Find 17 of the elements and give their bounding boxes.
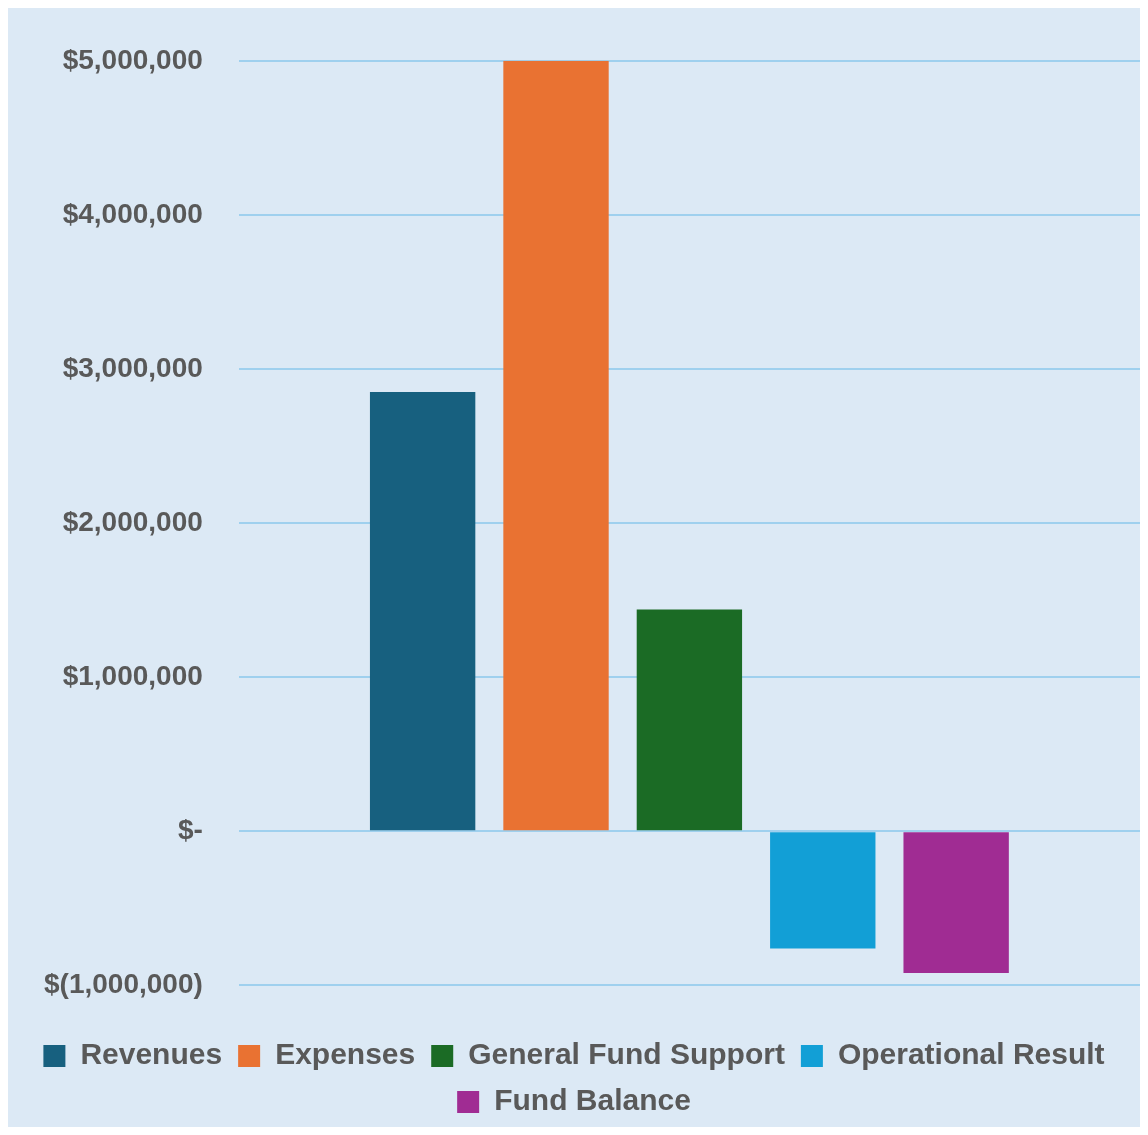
bar	[503, 60, 609, 831]
legend-label: Operational Result	[837, 1037, 1105, 1071]
legend-label: Expenses	[275, 1037, 416, 1071]
legend-label: Revenues	[80, 1037, 223, 1071]
y-tick-label: $3,000,000	[62, 351, 203, 383]
legend-label: General Fund Support	[468, 1037, 785, 1071]
bar	[369, 392, 476, 831]
y-tick-label: $5,000,000	[62, 43, 203, 75]
legend-label: Fund Balance	[494, 1083, 691, 1117]
bar	[770, 832, 876, 949]
y-tick-label: $1,000,000	[62, 659, 203, 691]
y-tick-label: $2,000,000	[62, 505, 203, 537]
y-tick-label: $(1,000,000)	[43, 968, 203, 1000]
bar	[903, 832, 1009, 974]
y-tick-label: $4,000,000	[62, 197, 203, 229]
y-tick-label: $-	[177, 814, 203, 846]
bar	[636, 609, 743, 831]
